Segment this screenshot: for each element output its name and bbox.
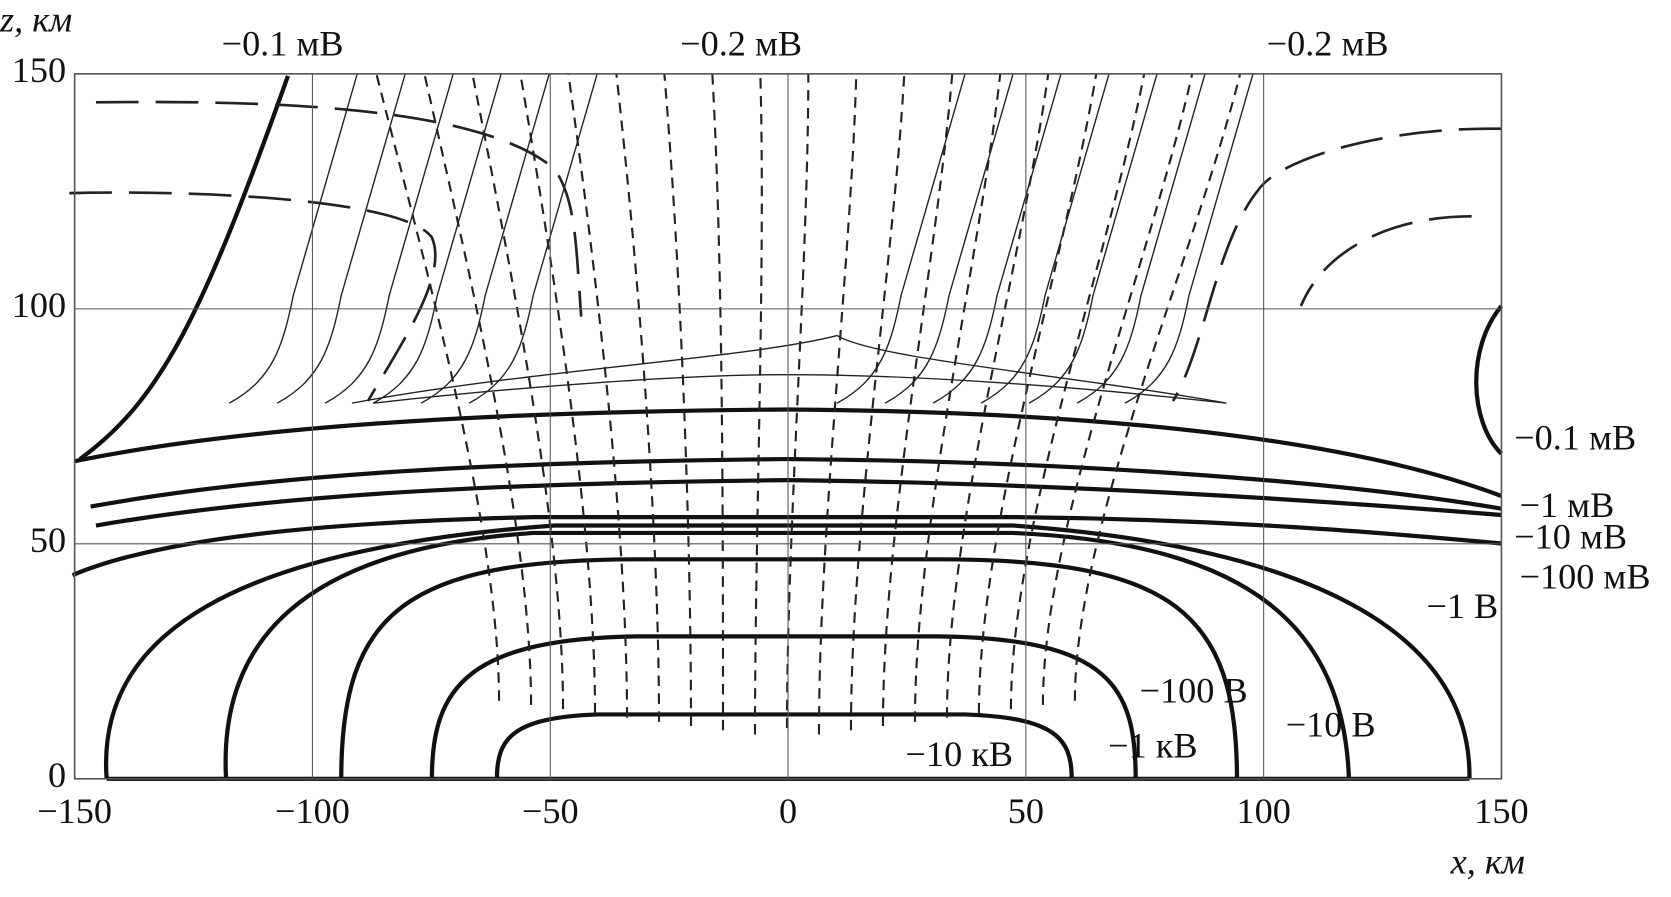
field-line — [375, 73, 501, 701]
field-line — [1124, 73, 1254, 404]
field-line — [420, 73, 550, 404]
contour — [373, 373, 1227, 404]
y-axis-label: z, км — [0, 0, 72, 39]
y-tick-label: 0 — [48, 755, 66, 795]
contour-lines — [69, 73, 1504, 781]
contour — [351, 334, 1227, 404]
contour — [339, 557, 1240, 779]
field-line — [977, 73, 1098, 714]
contour — [494, 712, 1074, 779]
field-line — [884, 73, 1014, 404]
contour-label: −10 В — [1286, 705, 1376, 745]
contour-label: −0.2 мВ — [1267, 24, 1389, 64]
field-line — [663, 73, 693, 727]
field-line — [615, 73, 661, 722]
field-line — [881, 73, 954, 727]
x-axis-label: x, км — [1450, 842, 1525, 882]
field-line — [849, 73, 906, 731]
x-tick-label: 50 — [1008, 791, 1044, 831]
field-line — [932, 73, 1062, 404]
field-line — [913, 73, 1002, 722]
contour-label: −0.1 мВ — [1514, 418, 1636, 458]
field-line — [1076, 73, 1206, 404]
field-line — [1009, 73, 1146, 710]
field-line — [228, 73, 358, 404]
contour-label: −0.2 мВ — [680, 24, 802, 64]
y-tick-label: 100 — [12, 285, 66, 325]
field-line — [980, 73, 1110, 404]
field-line — [471, 73, 565, 710]
contour-label: −100 мВ — [1520, 557, 1651, 597]
x-tick-label: 150 — [1474, 791, 1528, 831]
field-line — [95, 100, 583, 317]
contour — [74, 407, 1503, 498]
field-line — [836, 73, 966, 404]
x-tick-label: −100 — [275, 791, 350, 831]
x-tick-label: −150 — [37, 791, 112, 831]
field-line — [785, 73, 810, 729]
contour — [95, 478, 1502, 528]
contour-label: −1 мВ — [1520, 485, 1615, 525]
field-line — [1041, 73, 1194, 705]
field-line — [69, 191, 437, 402]
field-line — [372, 73, 502, 404]
x-tick-label: −50 — [522, 791, 579, 831]
field-line — [1299, 215, 1472, 307]
field-line — [1171, 127, 1502, 402]
field-line — [567, 73, 629, 718]
field-line — [423, 73, 533, 705]
contour — [103, 523, 1472, 779]
contour — [1474, 304, 1504, 456]
contour-label: −0.1 мВ — [222, 24, 344, 64]
contour-label: −10 мВ — [1514, 517, 1627, 557]
field-line — [945, 73, 1050, 718]
contour — [429, 634, 1138, 779]
field-line — [817, 73, 858, 735]
field-line — [468, 73, 598, 404]
field-line — [1028, 73, 1158, 404]
contour — [90, 456, 1502, 511]
field-line — [711, 73, 725, 731]
y-tick-label: 50 — [30, 520, 66, 560]
field-line — [519, 73, 597, 714]
x-tick-label: 100 — [1236, 791, 1290, 831]
x-tick-label: 0 — [779, 791, 797, 831]
contour-label: −1 кВ — [1108, 726, 1197, 766]
field-line — [753, 73, 763, 735]
y-tick-label: 150 — [12, 50, 66, 90]
contour — [71, 514, 1502, 578]
contour-label: −10 кВ — [906, 734, 1014, 774]
field-line — [324, 73, 454, 404]
contour-label: −100 В — [1140, 671, 1248, 711]
contour-label: −1 В — [1426, 586, 1498, 626]
contour — [223, 530, 1352, 779]
field-line — [276, 73, 406, 404]
contour — [78, 75, 290, 461]
